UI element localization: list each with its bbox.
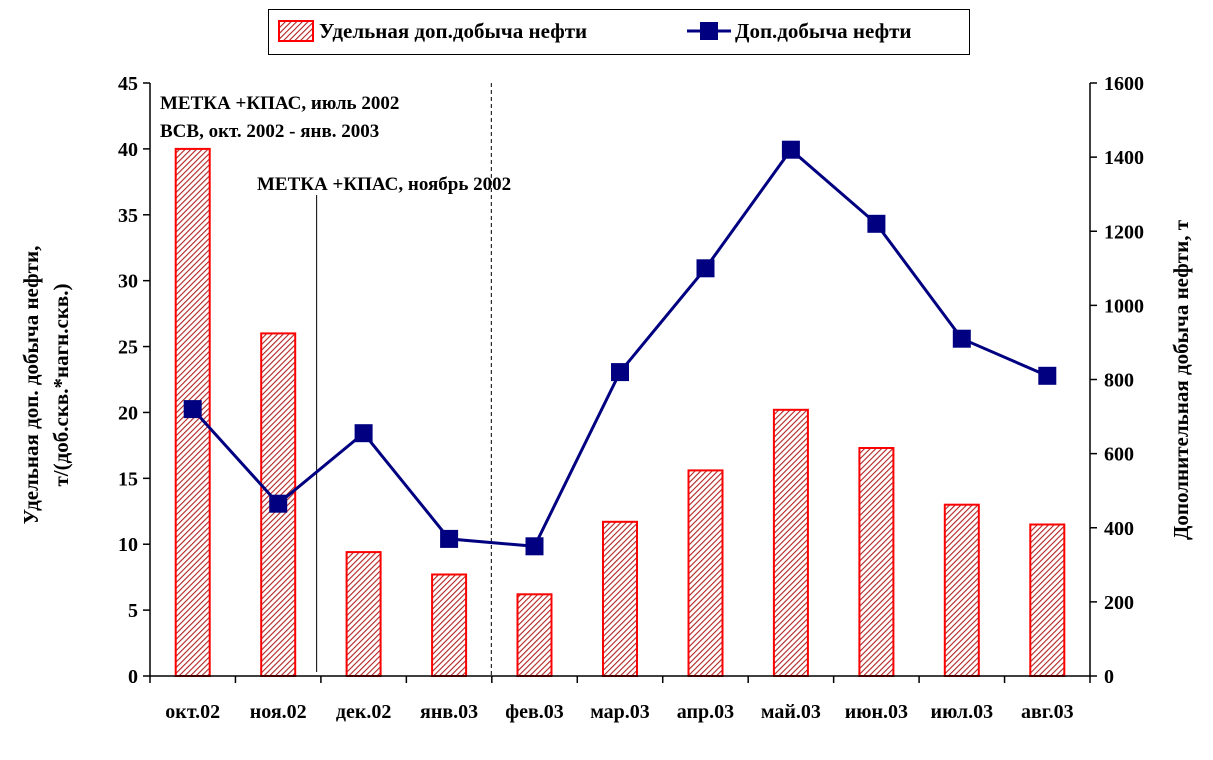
line-point [611,363,629,382]
x-tick-label: июн.03 [845,701,908,723]
legend: Удельная доп.добыча нефти Доп.добыча неф… [268,9,970,55]
legend-label-line: Доп.добыча нефти [735,18,912,43]
legend-label-bars: Удельная доп.добыча нефти [319,18,588,43]
x-tick-label: мар.03 [590,701,650,723]
y-tick-label: 35 [118,205,138,227]
annotation-metka-july: МЕТКА +КПАС, июль 2002 [160,93,399,114]
line-point [952,329,971,348]
x-tick-label: ноя.02 [250,701,307,723]
x-tick-label: авг.03 [1021,701,1074,723]
bar [602,520,638,677]
y2-tick-label: 200 [1104,592,1134,614]
y2-tick-label: 1000 [1104,295,1144,317]
bar [1029,523,1066,677]
y-tick-label: 0 [128,666,138,688]
annotation-vsv: ВСВ, окт. 2002 - янв. 2003 [160,121,379,142]
x-tick-label: янв.03 [420,701,478,723]
line-point [696,259,715,278]
y-tick-label: 40 [118,139,138,161]
annotation-lines [316,83,492,676]
y-tick-label: 45 [118,73,138,95]
line-point [183,400,202,419]
line-layer [183,140,1057,556]
y-tick-label: 20 [118,402,138,424]
bar [943,503,980,678]
y-tick-label: 15 [118,468,138,490]
y2-tick-label: 1400 [1104,147,1144,169]
x-tick-label: окт.02 [165,701,220,723]
y-tick-label: 30 [118,271,138,293]
y-tick-label: 25 [118,337,138,359]
axes-layer [143,82,1097,683]
y2-tick-label: 0 [1104,666,1114,688]
y2-tick-label: 600 [1104,444,1134,466]
y-axis-label-line2: т/(доб.скв.*нагн.скв.) [49,283,73,486]
legend-swatch-bars [278,20,314,42]
x-tick-label: июл.03 [931,701,994,723]
bars-layer [174,147,1066,678]
x-tick-label: дек.02 [336,701,392,723]
text-layer: МЕТКА +КПАС, июль 2002 ВСВ, окт. 2002 - … [19,73,1193,723]
bar [431,573,468,677]
legend-item-bars: Удельная доп.добыча нефти [277,18,587,44]
line-point [525,537,544,556]
line-series-path [191,147,1048,548]
y2-tick-label: 800 [1104,370,1134,392]
x-tick-label: май.03 [761,701,821,723]
y2-tick-label: 1200 [1104,221,1144,243]
bar [772,408,809,677]
line-point [1038,366,1057,385]
y2-tick-label: 400 [1104,518,1134,540]
bar [345,551,382,677]
legend-item-line: Доп.добыча нефти [687,18,912,44]
legend-swatch-line [687,22,731,40]
line-point [781,140,800,159]
line-point [440,529,459,548]
line-point [269,494,288,513]
x-tick-label: фев.03 [505,701,564,723]
y2-tick-label: 1600 [1104,73,1144,95]
bar [687,469,724,677]
y2-axis-label: Дополнительная добыча нефти, т [1169,219,1193,540]
line-point [867,214,886,233]
y-tick-label: 10 [118,534,138,556]
bar [516,593,553,677]
annotation-metka-november: МЕТКА +КПАС, ноябрь 2002 [257,174,511,195]
y-axis-label-line1: Удельная доп. добыча нефти, [19,246,43,525]
bar [858,447,895,677]
line-point [354,424,373,443]
x-tick-label: апр.03 [677,701,734,723]
y-tick-label: 5 [128,600,138,622]
